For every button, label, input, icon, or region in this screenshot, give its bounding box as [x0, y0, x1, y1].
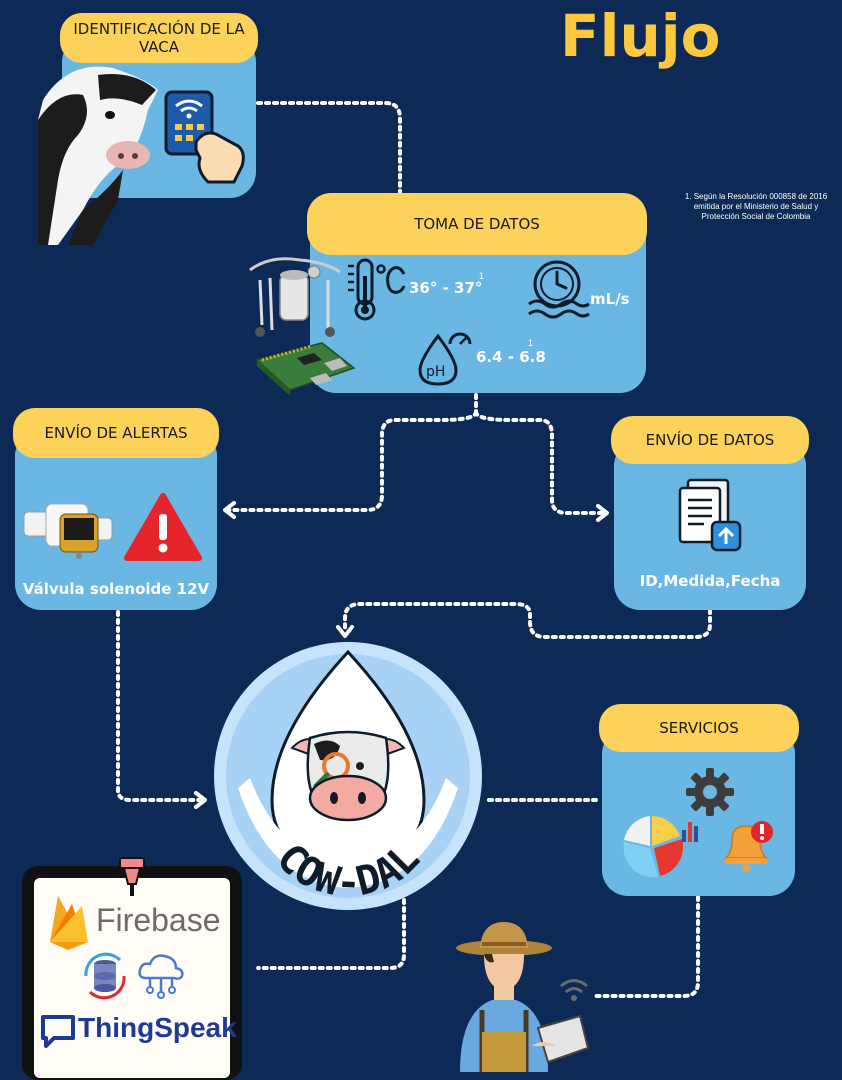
identificacion-label: IDENTIFICACIÓN DE LA VACA	[60, 13, 258, 63]
solenoid-valve-icon	[23, 503, 113, 559]
notification-bell-icon	[724, 821, 773, 872]
alert-warning-icon	[124, 493, 202, 561]
alertas-label: ENVÍO DE ALERTAS	[13, 408, 219, 458]
cow-photo-icon	[38, 66, 158, 245]
cow-dal-brand-text: COW-DAL	[210, 638, 486, 914]
settings-gear-icon	[686, 768, 734, 816]
page-title: Flujo	[560, 2, 721, 70]
arrowhead-envio	[596, 504, 609, 522]
connector-services-to-farmer	[593, 895, 700, 998]
analytics-pie-icon	[623, 816, 698, 878]
ph-range: 6.4 - 6.8	[476, 348, 546, 366]
thingspeak-label: ThingSpeak	[78, 1012, 237, 1043]
envio-datos-caption: ID,Medida,Fecha	[639, 572, 781, 590]
envio-datos-label: ENVÍO DE DATOS	[611, 416, 809, 464]
svg-text:pH: pH	[426, 364, 445, 380]
milking-machine-icon	[249, 257, 341, 337]
alertas-caption: Válvula solenoide 12V	[22, 580, 210, 598]
arrowhead-center-left	[194, 791, 207, 809]
thermometer-icon	[348, 258, 406, 321]
rfid-reader-icon	[164, 90, 245, 184]
toma-datos-label: TOMA DE DATOS	[307, 193, 647, 255]
raspberry-pi-icon	[255, 342, 356, 396]
servicios-label: SERVICIOS	[599, 704, 799, 752]
flow-gauge-icon	[528, 260, 590, 319]
flow-unit: mL/s	[590, 290, 630, 308]
ph-drop-icon: pH	[418, 332, 472, 386]
database-sync-icon	[84, 952, 126, 1000]
temperature-range: 36° - 37°	[409, 279, 483, 297]
pin-icon	[119, 857, 145, 896]
storage-clipboard-paper	[34, 878, 230, 1078]
connector-to-alertas	[226, 410, 478, 512]
thingspeak-chat-icon	[41, 1015, 75, 1048]
temperature-reference: 1	[479, 271, 485, 281]
farmer-icon	[456, 922, 590, 1072]
firebase-label: Firebase	[96, 902, 221, 938]
connector-id-to-toma	[256, 101, 402, 207]
firebase-icon	[50, 896, 88, 950]
connector-to-envio	[474, 410, 606, 515]
cloud-network-icon	[138, 954, 184, 999]
cow-dal-logo	[214, 642, 482, 910]
footnote: 1. Según la Resolución 000858 de 2016 em…	[684, 192, 828, 221]
arrowhead-alertas	[223, 501, 236, 519]
arrowhead-center-top	[336, 625, 354, 638]
document-upload-icon	[678, 478, 742, 552]
cow-dal-text: COW-DAL	[267, 835, 428, 906]
ph-reference: 1	[528, 338, 534, 348]
connector-alertas-to-center	[116, 610, 202, 802]
svg-text:COW-DAL: COW-DAL	[267, 835, 428, 906]
wifi-signal-icon	[560, 979, 588, 1001]
